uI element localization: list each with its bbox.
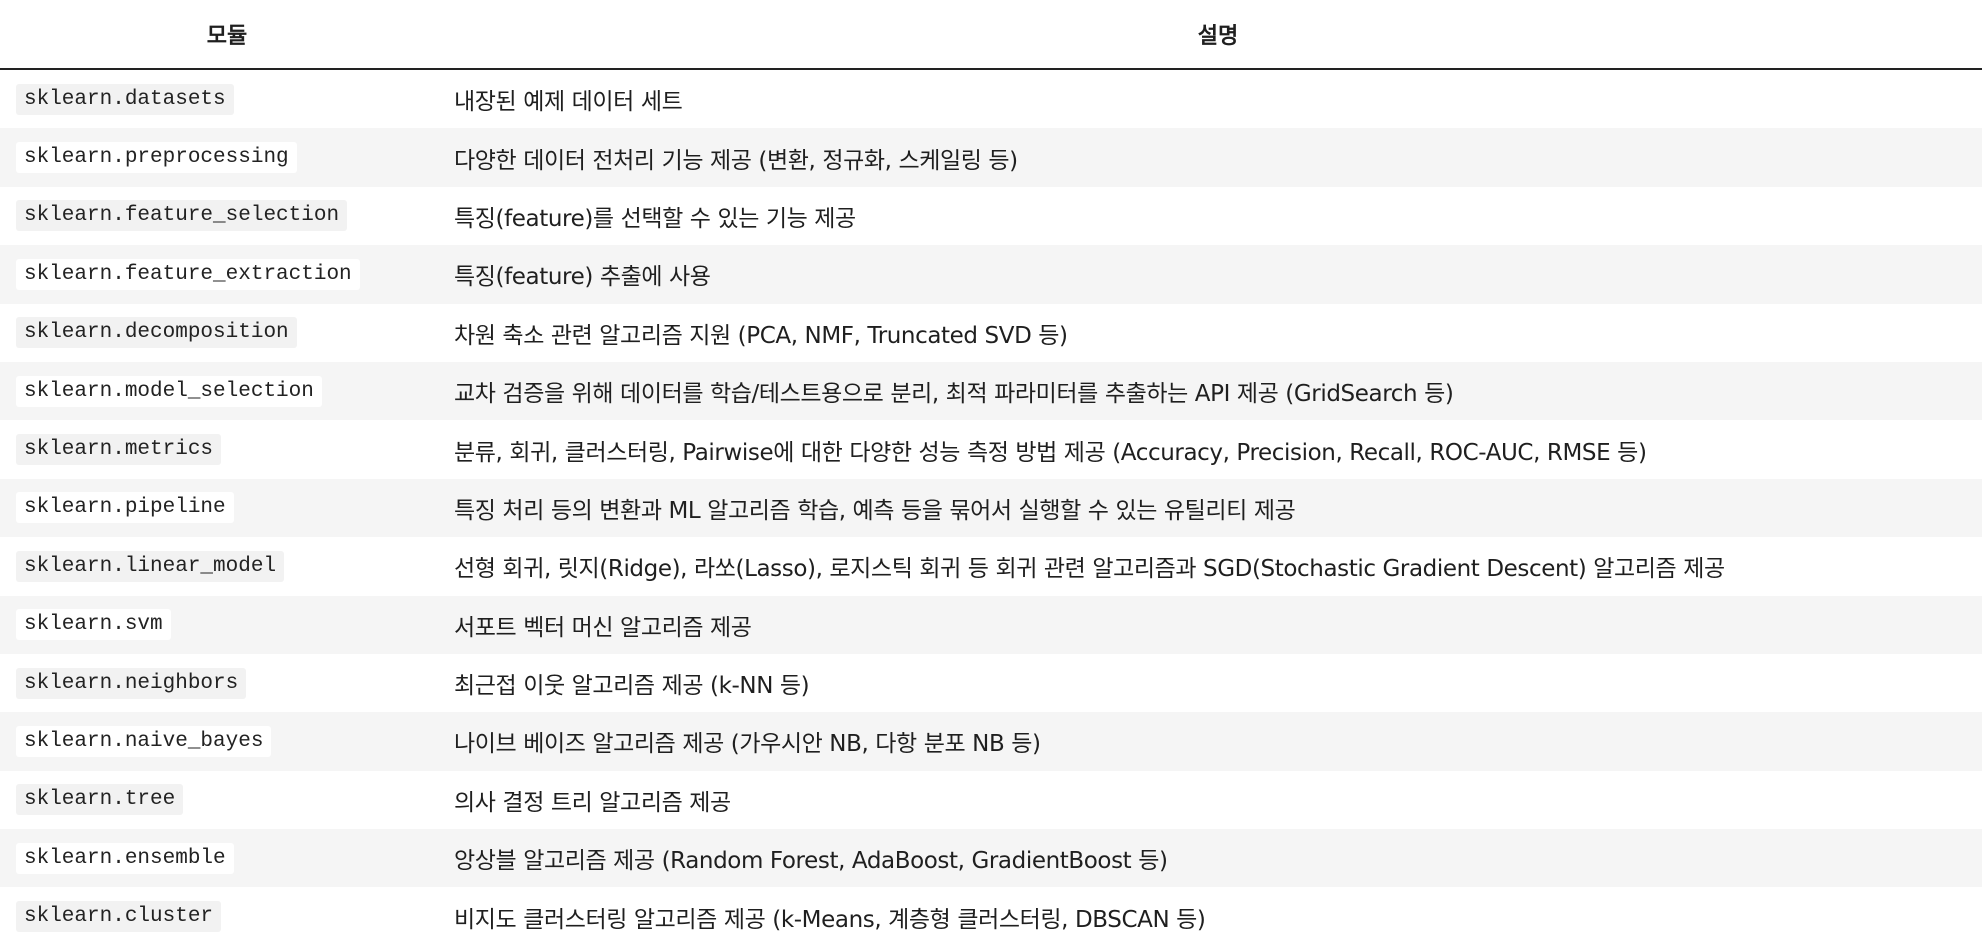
module-name: sklearn.decomposition: [16, 317, 297, 349]
module-name: sklearn.datasets: [16, 83, 234, 115]
module-cell: sklearn.svm: [0, 609, 454, 641]
table-row: sklearn.model_selection 교차 검증을 위해 데이터를 학습…: [0, 361, 1982, 421]
module-cell: sklearn.feature_extraction: [0, 258, 454, 290]
table-row: sklearn.ensemble 앙상블 알고리즘 제공 (Random Fore…: [0, 829, 1982, 888]
description-cell: 선형 회귀, 릿지(Ridge), 라쏘(Lasso), 로지스틱 회귀 등 회…: [454, 556, 1725, 583]
table-row: sklearn.linear_model 선형 회귀, 릿지(Ridge), 라쏘…: [0, 537, 1982, 595]
description-cell: 차원 축소 관련 알고리즘 지원 (PCA, NMF, Truncated SV…: [454, 322, 1068, 349]
module-name: sklearn.svm: [16, 609, 171, 641]
table-row: sklearn.feature_extraction 특징(feature) 추출…: [0, 245, 1982, 304]
module-cell: sklearn.metrics: [0, 434, 454, 466]
module-cell: sklearn.datasets: [0, 83, 454, 115]
description-cell: 서포트 벡터 머신 알고리즘 제공: [454, 614, 752, 641]
module-cell: sklearn.tree: [0, 784, 454, 816]
table-header: 모듈 설명: [0, 0, 1982, 70]
table-body: sklearn.datasets 내장된 예제 데이터 세트 sklearn.pre…: [0, 70, 1982, 946]
module-cell: sklearn.preprocessing: [0, 142, 454, 174]
description-cell: 특징 처리 등의 변환과 ML 알고리즘 학습, 예측 등을 묶어서 실행할 수…: [454, 497, 1296, 524]
module-name: sklearn.model_selection: [16, 375, 322, 407]
module-name: sklearn.ensemble: [16, 842, 234, 874]
header-description: 설명: [1197, 24, 1239, 49]
table-row: sklearn.metrics 분류, 회귀, 클러스터링, Pairwise에 …: [0, 420, 1982, 478]
description-cell: 특징(feature) 추출에 사용: [454, 264, 711, 291]
module-name: sklearn.neighbors: [16, 667, 247, 699]
table-row: sklearn.naive_bayes 나이브 베이즈 알고리즘 제공 (가우시안…: [0, 712, 1982, 771]
table-row: sklearn.neighbors 최근접 이웃 알고리즘 제공 (k-NN 등): [0, 654, 1982, 712]
module-name: sklearn.cluster: [16, 901, 222, 933]
description-cell: 특징(feature)를 선택할 수 있는 기능 제공: [454, 205, 856, 232]
table-row: sklearn.svm 서포트 벡터 머신 알고리즘 제공: [0, 595, 1982, 654]
description-cell: 앙상블 알고리즘 제공 (Random Forest, AdaBoost, Gr…: [454, 848, 1168, 875]
module-name: sklearn.metrics: [16, 434, 222, 466]
description-cell: 비지도 클러스터링 알고리즘 제공 (k-Means, 계층형 클러스터링, D…: [454, 906, 1206, 933]
module-cell: sklearn.naive_bayes: [0, 725, 454, 757]
module-cell: sklearn.cluster: [0, 901, 454, 933]
module-name: sklearn.naive_bayes: [16, 725, 272, 757]
module-name: sklearn.tree: [16, 784, 184, 816]
description-cell: 분류, 회귀, 클러스터링, Pairwise에 대한 다양한 성능 측정 방법…: [454, 439, 1647, 466]
module-name: sklearn.pipeline: [16, 492, 234, 524]
description-cell: 나이브 베이즈 알고리즘 제공 (가우시안 NB, 다항 분포 NB 등): [454, 731, 1041, 758]
module-cell: sklearn.ensemble: [0, 842, 454, 874]
description-cell: 내장된 예제 데이터 세트: [454, 89, 683, 116]
table-row: sklearn.decomposition 차원 축소 관련 알고리즘 지원 (P…: [0, 304, 1982, 362]
table-row: sklearn.tree 의사 결정 트리 알고리즘 제공: [0, 771, 1982, 829]
module-name: sklearn.feature_selection: [16, 200, 348, 232]
module-cell: sklearn.model_selection: [0, 375, 454, 407]
description-cell: 의사 결정 트리 알고리즘 제공: [454, 789, 731, 816]
description-cell: 교차 검증을 위해 데이터를 학습/테스트용으로 분리, 최적 파라미터를 추출…: [454, 381, 1454, 408]
table-row: sklearn.datasets 내장된 예제 데이터 세트: [0, 70, 1982, 128]
description-cell: 최근접 이웃 알고리즘 제공 (k-NN 등): [454, 673, 810, 700]
table-row: sklearn.feature_selection 특징(feature)를 선택…: [0, 187, 1982, 245]
table-row: sklearn.pipeline 특징 처리 등의 변환과 ML 알고리즘 학습,…: [0, 478, 1982, 538]
module-cell: sklearn.pipeline: [0, 492, 454, 524]
module-cell: sklearn.neighbors: [0, 667, 454, 699]
description-cell: 다양한 데이터 전처리 기능 제공 (변환, 정규화, 스케일링 등): [454, 147, 1018, 174]
module-name: sklearn.linear_model: [16, 550, 285, 582]
module-cell: sklearn.decomposition: [0, 317, 454, 349]
header-module: 모듈: [206, 24, 248, 49]
table-row: sklearn.preprocessing 다양한 데이터 전처리 기능 제공 (…: [0, 128, 1982, 187]
table-row: sklearn.cluster 비지도 클러스터링 알고리즘 제공 (k-Mean…: [0, 887, 1982, 945]
module-cell: sklearn.linear_model: [0, 550, 454, 582]
module-cell: sklearn.feature_selection: [0, 200, 454, 232]
module-name: sklearn.feature_extraction: [16, 258, 360, 290]
module-name: sklearn.preprocessing: [16, 142, 297, 174]
